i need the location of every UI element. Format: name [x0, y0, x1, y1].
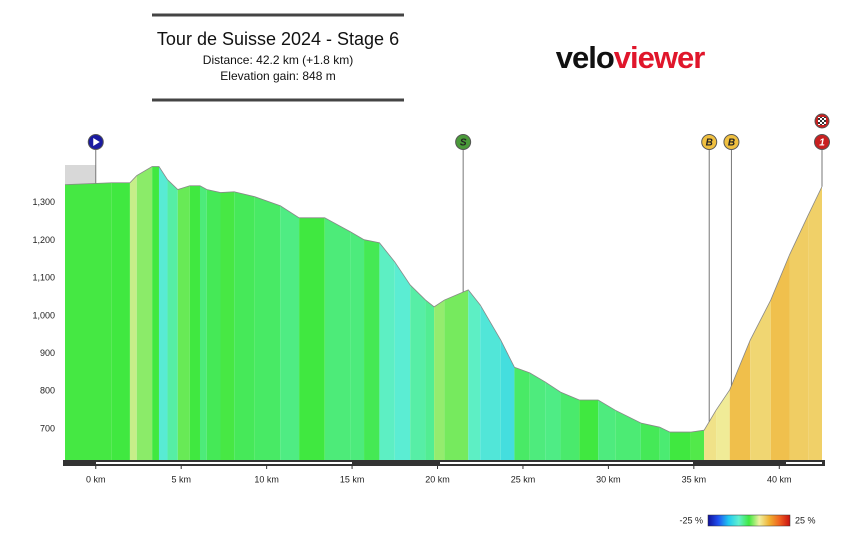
marker-label: B: [706, 138, 713, 149]
subtitle: Elevation gain: 848 m: [220, 69, 335, 83]
chart-title: Tour de Suisse 2024 - Stage 6: [157, 29, 399, 49]
x-tick-label: 5 km: [171, 474, 191, 484]
profile-segment: [770, 254, 790, 460]
gradient-legend: [707, 514, 791, 527]
profile-segment: [410, 284, 426, 460]
profile-segment: [254, 196, 281, 460]
x-tick-label: 20 km: [425, 474, 450, 484]
marker: [455, 134, 472, 150]
profile-segment: [615, 410, 641, 460]
profile-segment: [177, 185, 190, 460]
profile-segment: [480, 304, 501, 460]
profile-segment: [364, 239, 380, 460]
x-tick-label: 15 km: [340, 474, 365, 484]
marker: [814, 134, 830, 150]
logo: veloviewer: [556, 40, 705, 75]
profile-segment: [444, 289, 469, 460]
y-tick-label: 1,000: [32, 310, 55, 320]
legend-label: -25 %: [679, 515, 703, 525]
y-tick-label: 1,200: [32, 235, 55, 245]
profile-segment: [220, 191, 235, 461]
profile-segment: [65, 182, 112, 461]
profile-segment: [579, 400, 599, 460]
neutral-zone: [65, 165, 96, 185]
profile-segment: [379, 242, 395, 460]
subtitle: Distance: 42.2 km (+1.8 km): [203, 53, 353, 67]
y-tick-label: 1,100: [32, 273, 55, 283]
legend-label: 25 %: [795, 515, 816, 525]
profile-segment: [394, 261, 411, 460]
profile-segment: [199, 185, 207, 460]
finish-flag: [818, 117, 826, 125]
marker-label: S: [460, 138, 467, 149]
x-tick-label: 10 km: [254, 474, 279, 484]
profile-segment: [468, 289, 481, 460]
y-tick-label: 700: [40, 423, 55, 433]
profile-segment: [729, 340, 751, 460]
profile-segment: [704, 410, 717, 460]
marker-label: B: [728, 138, 735, 149]
profile-segment: [425, 300, 435, 460]
x-tick-label: 30 km: [596, 474, 621, 484]
profile-segment: [690, 430, 705, 460]
profile-segment: [234, 191, 255, 461]
profile-segment: [324, 217, 351, 460]
profile-segment: [560, 392, 580, 460]
profile-segment: [545, 381, 561, 460]
profile-segment: [669, 432, 691, 460]
y-tick-label: 900: [40, 348, 55, 358]
profile-segment: [659, 427, 670, 460]
logo-part: velo: [556, 40, 614, 75]
profile-segment: [299, 217, 325, 460]
marker: [701, 134, 718, 150]
profile-segment: [529, 372, 546, 460]
profile-segment: [500, 340, 515, 460]
x-tick-label: 0 km: [86, 474, 106, 484]
marker-label: 1: [819, 138, 825, 149]
profile-segment: [640, 423, 660, 460]
profile-segment: [167, 179, 178, 460]
profile-segment: [111, 182, 130, 461]
x-tick-label: 40 km: [767, 474, 792, 484]
y-tick-label: 1,300: [32, 197, 55, 207]
profile-segment: [514, 367, 530, 460]
x-tick-label: 35 km: [682, 474, 707, 484]
profile-segment: [789, 214, 809, 460]
profile-segment: [280, 205, 300, 460]
profile-segment: [808, 186, 822, 460]
profile-segment: [189, 185, 200, 460]
profile-segment: [136, 166, 153, 460]
profile-segment: [434, 300, 445, 460]
profile-segment: [598, 400, 616, 460]
profile-segment: [206, 189, 221, 461]
profile-segment: [129, 175, 137, 460]
profile-outline: [64, 166, 823, 433]
profile-segment: [716, 389, 730, 460]
logo-part: viewer: [614, 40, 705, 75]
profile-segment: [158, 166, 168, 460]
profile-segment: [750, 300, 771, 460]
start-icon: [93, 138, 100, 146]
profile-segment: [350, 231, 365, 460]
x-tick-label: 25 km: [511, 474, 536, 484]
marker: [723, 134, 740, 150]
profile-segment: [152, 166, 159, 460]
y-tick-label: 800: [40, 386, 55, 396]
